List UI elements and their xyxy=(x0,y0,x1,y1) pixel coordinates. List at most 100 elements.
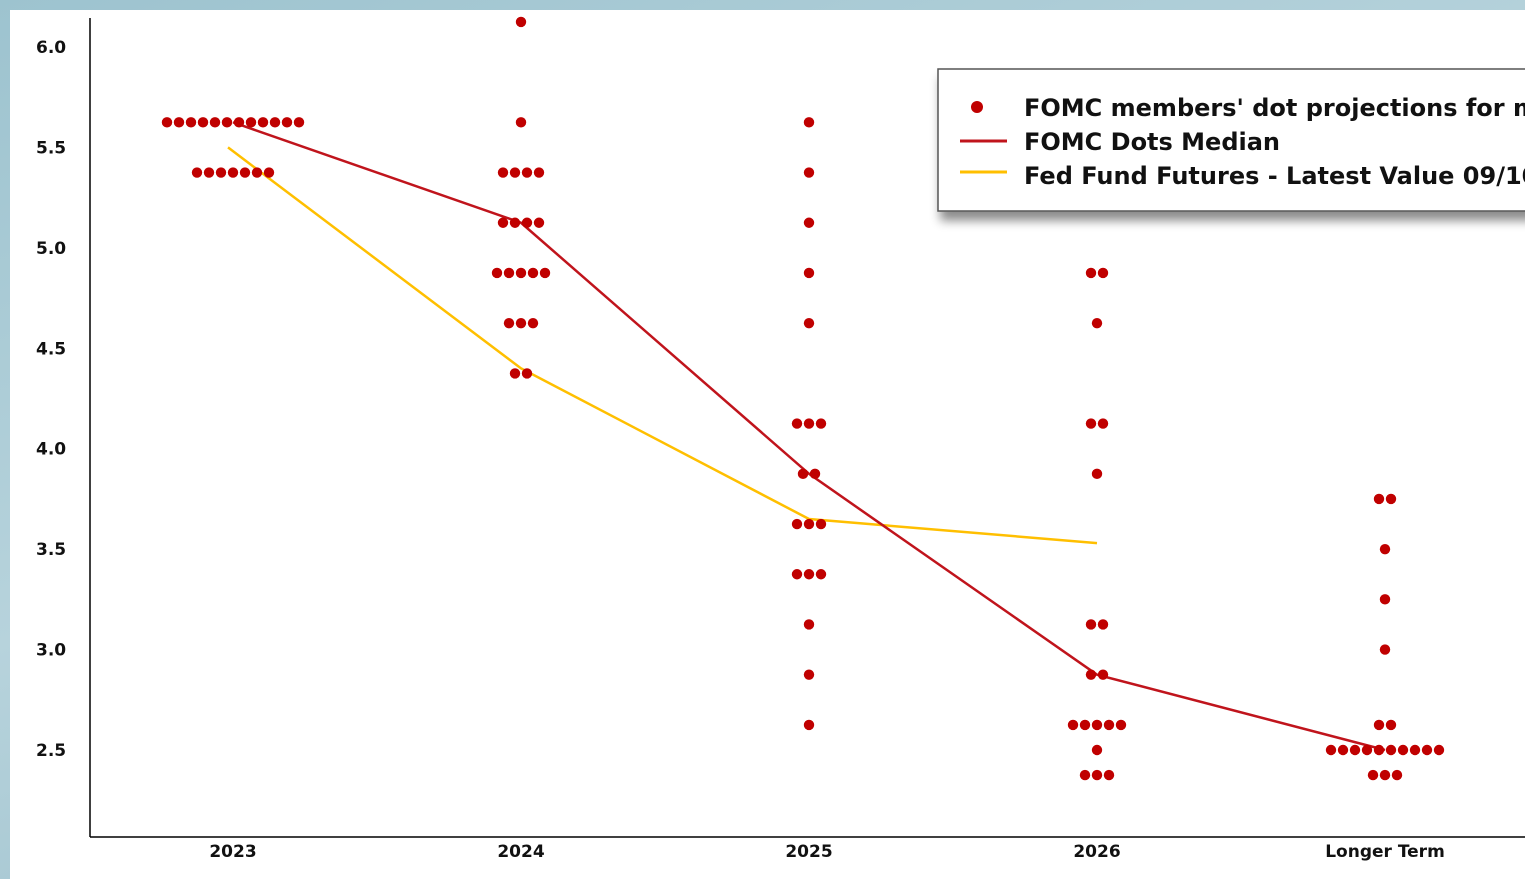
dot-projection xyxy=(1103,769,1115,781)
dot-projection xyxy=(515,16,527,28)
dot-projection xyxy=(1097,418,1109,429)
dot-projection xyxy=(1079,769,1091,781)
fed-fund-futures-path xyxy=(227,146,1098,545)
dot-projection xyxy=(527,267,539,279)
dot-projection xyxy=(1085,669,1097,680)
dot-projection xyxy=(1397,744,1409,756)
y-tick-label: 5.5 xyxy=(36,138,66,158)
dot-projection xyxy=(1085,619,1097,630)
dot-projection xyxy=(161,117,173,128)
dot-projection xyxy=(521,368,533,379)
dot-projection xyxy=(1325,744,1337,756)
dot-projection xyxy=(521,167,533,178)
dot-projection xyxy=(1433,744,1445,756)
dot-projection xyxy=(281,117,293,128)
dot-projection xyxy=(533,217,545,228)
fomc-dots-median-line xyxy=(232,121,1386,752)
y-tick-label: 6.0 xyxy=(36,38,66,58)
dot-projection xyxy=(803,317,815,329)
dot-projection xyxy=(1103,719,1115,731)
dot-projection xyxy=(1385,744,1397,756)
dot-projection xyxy=(1091,468,1103,480)
dot-projection xyxy=(803,418,815,429)
dot-projection xyxy=(245,117,257,128)
dot-projection xyxy=(1085,418,1097,429)
dot-projection xyxy=(1067,719,1079,731)
dot-projection xyxy=(1391,769,1403,781)
dot-projection xyxy=(251,167,263,178)
dot-projection xyxy=(197,117,209,128)
dot-projection xyxy=(293,117,305,128)
dot-projection xyxy=(791,418,803,429)
dot-projection xyxy=(803,619,815,630)
dot-projection xyxy=(1373,744,1385,756)
dot-projection xyxy=(1349,744,1361,756)
x-tick-label: 2024 xyxy=(497,842,544,862)
dot-projection xyxy=(1409,744,1421,756)
dot-projection xyxy=(539,267,551,279)
dot-projection xyxy=(1115,719,1127,731)
dot-projection xyxy=(803,117,815,128)
dot-projection xyxy=(233,117,245,128)
median-path xyxy=(232,121,1386,752)
dot-projection xyxy=(1091,744,1103,756)
dot-projection xyxy=(1385,719,1397,731)
dot-projection xyxy=(503,267,515,279)
dot-projection xyxy=(1379,644,1391,655)
y-tick-label: 3.5 xyxy=(36,540,66,560)
dot-projection xyxy=(815,418,827,429)
dot-projection xyxy=(803,518,815,530)
dot-projection xyxy=(221,117,233,128)
y-tick-label: 5.0 xyxy=(36,239,66,259)
x-tick-label: 2026 xyxy=(1073,842,1120,862)
dot-projection xyxy=(1421,744,1433,756)
dot-projection xyxy=(515,317,527,329)
dot-projection xyxy=(215,167,227,178)
dot-projection xyxy=(1385,493,1397,505)
x-tick-label: Longer Term xyxy=(1325,842,1445,862)
dot-projection xyxy=(809,468,821,480)
dot-projection xyxy=(173,117,185,128)
dot-projection xyxy=(1097,619,1109,630)
fomc-dot-projections xyxy=(161,16,1445,781)
dot-projection xyxy=(1337,744,1349,756)
dot-projection xyxy=(1373,719,1385,731)
dot-projection xyxy=(791,569,803,580)
dot-projection xyxy=(803,569,815,580)
legend: FOMC members' dot projections for meetin… xyxy=(937,68,1525,212)
dot-projection xyxy=(1367,769,1379,781)
dot-projection xyxy=(491,267,503,279)
dot-projection xyxy=(797,468,809,480)
y-tick-label: 3.0 xyxy=(36,641,66,661)
dot-projection xyxy=(1091,317,1103,329)
dot-projection xyxy=(509,167,521,178)
y-tick-label: 2.5 xyxy=(36,741,66,761)
dot-projection xyxy=(509,368,521,379)
legend-label-median: FOMC Dots Median xyxy=(1024,128,1280,156)
dot-projection xyxy=(257,117,269,128)
x-tick-label: 2025 xyxy=(785,842,832,862)
dot-projection xyxy=(1379,769,1391,781)
dot-projection xyxy=(521,217,533,228)
dot-projection xyxy=(1097,669,1109,680)
y-tick-label: 4.5 xyxy=(36,339,66,359)
dot-projection xyxy=(527,317,539,329)
dot-projection xyxy=(1091,769,1103,781)
dot-projection xyxy=(1097,267,1109,279)
dot-projection xyxy=(515,117,527,128)
dot-projection xyxy=(209,117,221,128)
dot-projection xyxy=(185,117,197,128)
dot-projection xyxy=(815,518,827,530)
y-tick-label: 4.0 xyxy=(36,440,66,460)
dot-projection xyxy=(263,167,275,178)
dot-projection xyxy=(1091,719,1103,731)
dot-projection xyxy=(503,317,515,329)
dot-projection xyxy=(497,217,509,228)
chart-panel: 6.0 5.5 5.0 4.5 4.0 3.5 3.0 2.5 2023 2024 2025 2026… xyxy=(10,10,1525,879)
dot-projection xyxy=(1361,744,1373,756)
dot-projection xyxy=(515,267,527,279)
dot-projection xyxy=(239,167,251,178)
x-tick-label: 2023 xyxy=(209,842,256,862)
dot-projection xyxy=(803,669,815,680)
dot-projection xyxy=(191,167,203,178)
